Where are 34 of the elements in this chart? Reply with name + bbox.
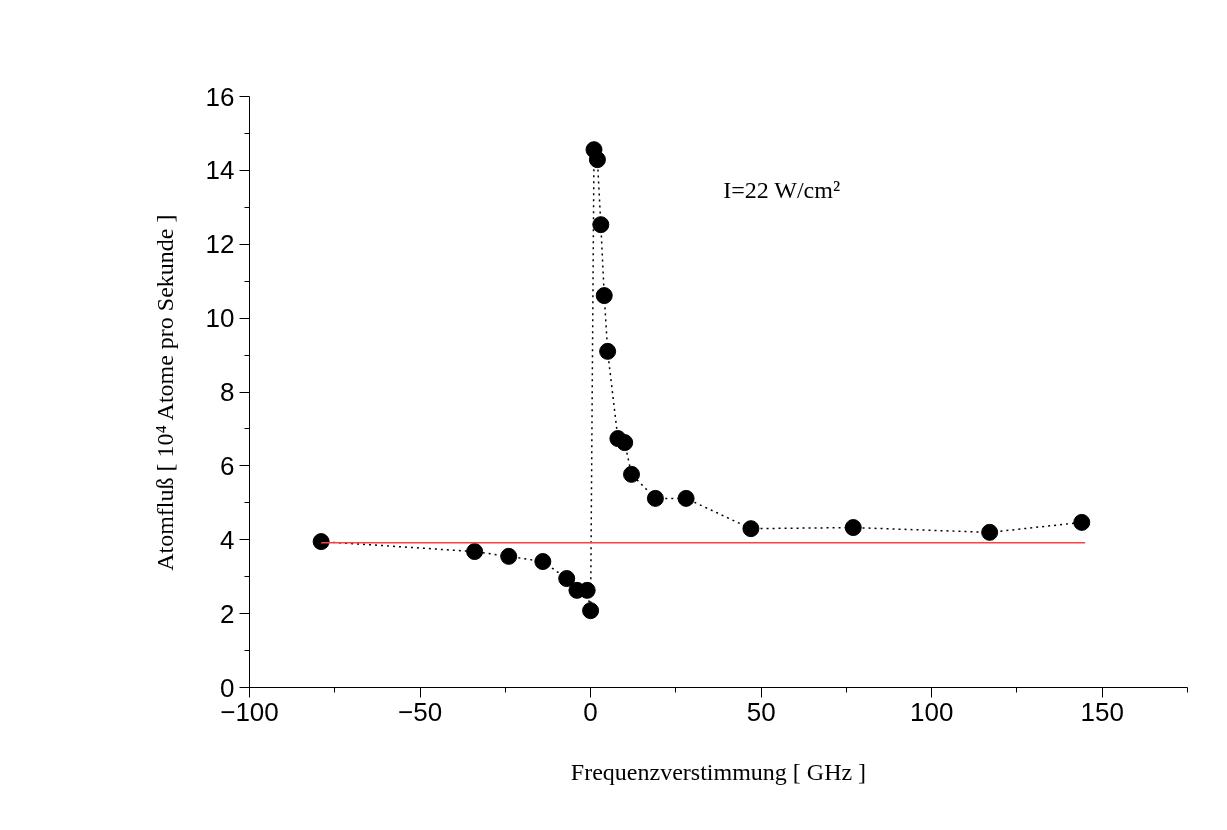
x-axis-title: Frequenzverstimmung [ GHz ] xyxy=(570,758,867,785)
point xyxy=(844,519,862,537)
point xyxy=(534,553,552,571)
x-tick-label: 50 xyxy=(746,696,776,727)
y-tick-label: 10 xyxy=(205,303,235,334)
point xyxy=(742,520,760,538)
y-tick-label: 2 xyxy=(220,598,235,629)
y-tick-label: 14 xyxy=(205,155,235,186)
point xyxy=(500,547,518,565)
y-tick-label: 8 xyxy=(220,377,235,407)
point xyxy=(981,523,999,541)
point xyxy=(592,216,610,234)
annotation: I=22 W/cm² xyxy=(723,176,841,203)
x-tick-label: 100 xyxy=(909,696,954,727)
point xyxy=(582,602,600,620)
point xyxy=(677,489,695,507)
point xyxy=(466,543,484,561)
y-tick-label: 16 xyxy=(205,81,235,112)
point xyxy=(646,489,664,507)
y-axis-title: Atomfluß [ 10⁴ Atome pro Sekunde ] xyxy=(151,214,178,571)
y-tick-label: 4 xyxy=(220,524,235,555)
y-tick-label: 6 xyxy=(220,450,235,481)
point xyxy=(588,151,606,169)
x-tick-label: 0 xyxy=(583,696,598,727)
point xyxy=(599,342,617,360)
point xyxy=(558,570,576,588)
point xyxy=(595,287,613,305)
point xyxy=(312,533,330,551)
point xyxy=(623,465,641,483)
y-tick-label: 12 xyxy=(205,229,235,260)
x-tick-label: −50 xyxy=(397,696,443,727)
x-tick-label: 150 xyxy=(1080,696,1124,727)
point xyxy=(1073,513,1091,531)
point xyxy=(616,434,634,452)
